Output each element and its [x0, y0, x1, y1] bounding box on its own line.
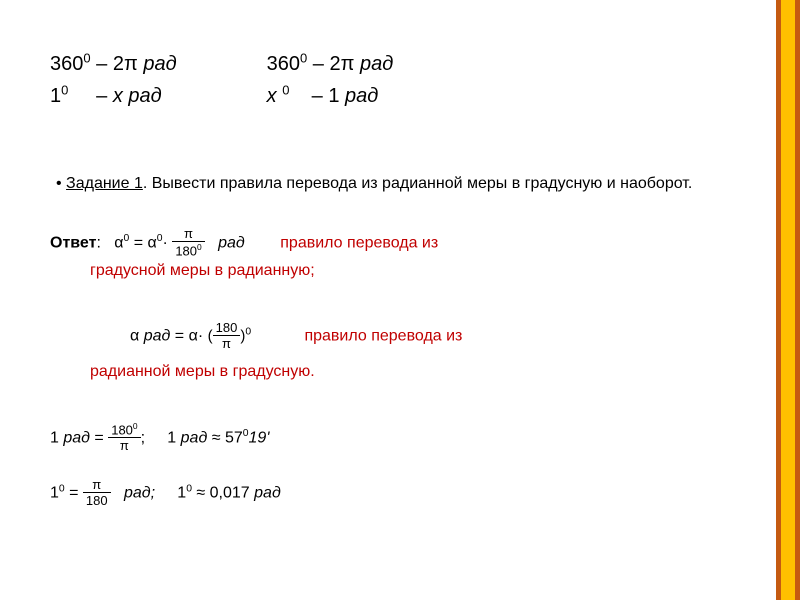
slide-accent-inner — [781, 0, 795, 600]
answer-rule2: α рад = α· ( 180 π )0 правило перевода и… — [130, 322, 750, 351]
answer-block: Ответ: α0 = α0· π 1800 рад правило перев… — [50, 228, 750, 508]
rule1-description-b: градусной меры в радианную; — [90, 262, 315, 279]
answer-rule2b: радианной меры в градусную. — [50, 359, 750, 385]
rule1-description-a: правило перевода из — [280, 234, 438, 251]
answer-final1: 1 рад = 1800 π ; 1 рад ≈ 57019' — [50, 423, 750, 453]
slide-content: 3600 – 2π рад 10 – x рад 3600 – 2π рад x… — [50, 48, 750, 516]
prop-left-line2: 10 – x рад — [50, 80, 177, 112]
rule2-description-a: правило перевода из — [304, 328, 462, 345]
answer-final2: 10 = π 180 рад; 10 ≈ 0,017 рад — [50, 479, 750, 508]
fraction-180-over-pi-paren: 180 π — [213, 321, 241, 350]
fraction-pi-over-180-b: π 180 — [83, 478, 111, 507]
prop-right-line2: x 0 – 1 рад — [267, 80, 394, 112]
fraction-180-over-pi: 1800 π — [108, 422, 140, 452]
rule2-description-b: радианной меры в градусную. — [90, 363, 315, 380]
answer-rule1: Ответ: α0 = α0· π 1800 рад правило перев… — [50, 228, 750, 284]
prop-left-line1: 3600 – 2π рад — [50, 48, 177, 80]
task-label: Задание 1 — [66, 175, 143, 192]
prop-right-line1: 3600 – 2π рад — [267, 48, 394, 80]
slide-accent-outer — [776, 0, 800, 600]
task-1: Задание 1. Вывести правила перевода из р… — [70, 172, 750, 196]
proportion-right: 3600 – 2π рад x 0 – 1 рад — [267, 48, 394, 112]
fraction-pi-over-180: π 1800 — [172, 227, 204, 257]
proportion-left: 3600 – 2π рад 10 – x рад — [50, 48, 177, 112]
task-text: . Вывести правила перевода из радианной … — [143, 175, 692, 192]
proportion-row: 3600 – 2π рад 10 – x рад 3600 – 2π рад x… — [50, 48, 750, 112]
